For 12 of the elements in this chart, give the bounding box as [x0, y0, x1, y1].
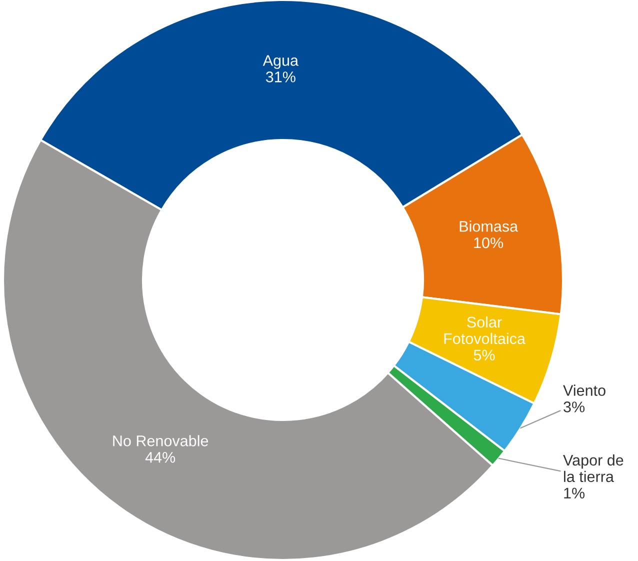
data-label: 3% — [564, 402, 585, 412]
data-label: 5% — [474, 350, 495, 361]
slice-label: Solar Fotovoltaica — [444, 316, 526, 344]
slice-label: Viento — [563, 384, 606, 396]
slice-label: No Renovable — [113, 435, 208, 446]
data-label: 10% — [474, 237, 504, 248]
data-label: 1% — [564, 488, 585, 498]
slice-label: Vapor de la tierra — [563, 454, 624, 482]
data-label: 31% — [266, 72, 296, 82]
slice-label: Agua — [262, 55, 298, 69]
slice-label: Biomasa — [460, 220, 518, 232]
data-label: 44% — [145, 452, 176, 463]
